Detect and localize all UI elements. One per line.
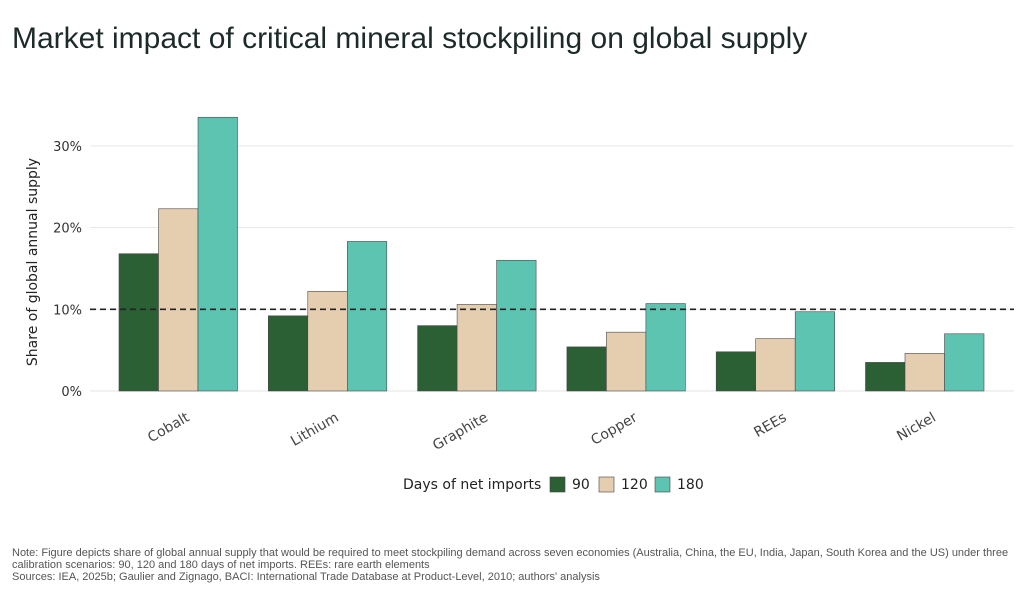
bar-rees-180 (794, 311, 836, 392)
bar-rees-90 (715, 351, 757, 392)
x-category-label: Lithium (288, 410, 341, 450)
legend-swatch-90 (549, 476, 566, 493)
x-category-label: REEs (751, 410, 789, 441)
legend-label-180: 180 (677, 477, 704, 493)
footnotes: Note: Figure depicts share of global ann… (12, 547, 1016, 583)
x-category-label: Cobalt (145, 409, 193, 446)
bar-nickel-90 (865, 362, 906, 392)
x-category-label: Graphite (430, 410, 491, 454)
bar-graphite-180 (496, 259, 537, 392)
chart-title: Market impact of critical mineral stockp… (12, 22, 808, 55)
bar-cobalt-180 (197, 116, 238, 392)
y-axis-label: Share of global annual supply (25, 158, 41, 366)
y-axis-ticks: 0% 10% 20% 30% (53, 140, 82, 400)
bar-rees-120 (755, 338, 796, 392)
bar-copper-120 (606, 331, 647, 392)
bar-nickel-120 (904, 353, 945, 392)
y-tick-label: 30% (53, 140, 82, 155)
bars (118, 116, 985, 392)
y-tick-label: 10% (53, 303, 82, 318)
legend: Days of net imports 90 120 180 (403, 476, 704, 493)
x-category-label: Nickel (894, 410, 939, 445)
y-tick-label: 20% (53, 222, 82, 237)
bar-nickel-180 (944, 333, 985, 392)
stockpiling-bar-chart: 0% 10% 20% 30% Share of global annual suppl… (25, 116, 1014, 493)
bar-cobalt-90 (118, 253, 159, 392)
bar-cobalt-120 (158, 208, 199, 392)
bar-copper-90 (566, 346, 607, 392)
x-category-label: Copper (588, 409, 640, 448)
bar-lithium-90 (267, 315, 309, 392)
y-tick-label: 0% (61, 385, 82, 400)
category-labels: Cobalt Lithium Graphite Copper REEs Nickel (145, 409, 939, 454)
bar-graphite-90 (417, 325, 458, 392)
legend-title: Days of net imports (403, 477, 541, 493)
legend-swatch-120 (598, 476, 615, 493)
sources-text: Sources: IEA, 2025b; Gaulier and Zignago… (12, 571, 600, 583)
bar-graphite-120 (456, 304, 497, 392)
bar-copper-180 (645, 303, 686, 392)
bar-lithium-120 (307, 291, 348, 392)
legend-swatch-180 (654, 476, 671, 493)
bar-lithium-180 (346, 241, 388, 392)
legend-label-120: 120 (621, 477, 648, 493)
legend-label-90: 90 (572, 477, 590, 493)
note-text: Note: Figure depicts share of global ann… (12, 547, 1009, 571)
